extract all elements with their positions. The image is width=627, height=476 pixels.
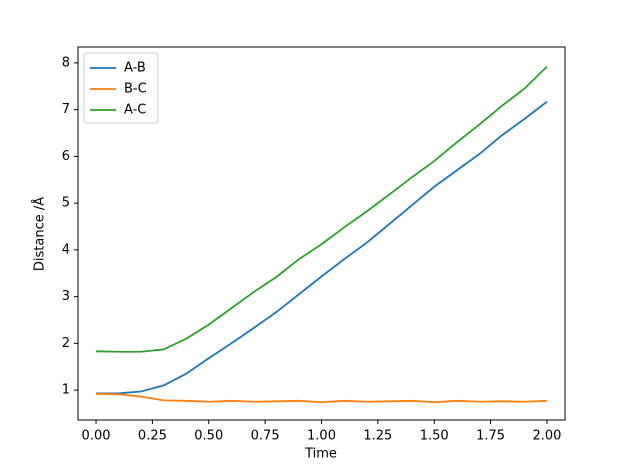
legend-box [83,52,159,124]
x-tick-label: 0.00 [82,429,111,444]
y-tick-label: 7 [62,102,70,117]
legend-label: A-B [124,61,146,76]
x-tick-label: 0.25 [138,429,167,444]
line-series [96,392,548,404]
y-tick-label: 8 [62,55,70,70]
y-tick-label: 3 [62,289,70,304]
line-series [96,65,548,353]
y-axis-label: Distance /Å [32,197,48,271]
y-tick-label: 2 [62,336,70,351]
y-tick-label: 4 [62,242,70,257]
x-tick-label: 1.75 [476,429,505,444]
y-tick-label: 5 [62,196,70,211]
x-tick-label: 0.75 [251,429,280,444]
legend-label: A-C [124,103,146,118]
x-tick-label: 0.50 [194,429,223,444]
x-tick-label: 1.00 [307,429,336,444]
x-tick-label: 1.50 [420,429,449,444]
x-tick-label: 2.00 [532,429,561,444]
x-axis-label: Time [304,447,337,462]
legend-label: B-C [124,82,147,97]
line-series [96,100,548,395]
x-tick-label: 1.25 [363,429,392,444]
y-tick-label: 1 [62,383,70,398]
y-tick-label: 6 [62,149,70,164]
